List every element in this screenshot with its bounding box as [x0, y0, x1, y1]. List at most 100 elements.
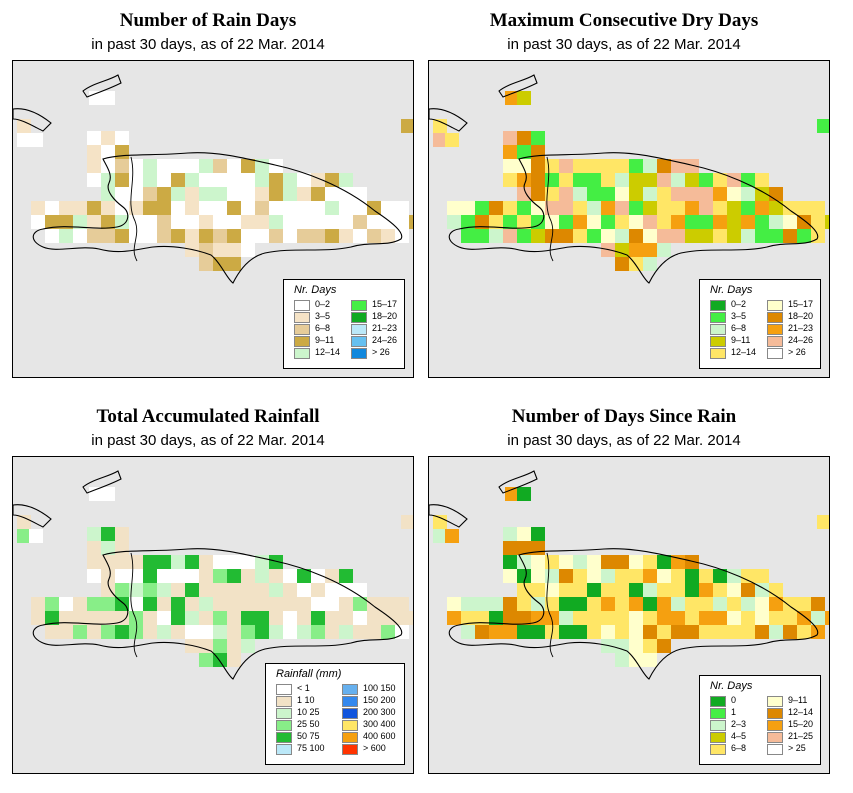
grid-cell: [325, 215, 339, 229]
grid-cell: [311, 583, 325, 597]
grid-cell: [171, 625, 185, 639]
grid-cell: [283, 215, 297, 229]
grid-cell: [325, 187, 339, 201]
grid-cell: [59, 215, 73, 229]
grid-cell: [797, 611, 811, 625]
grid-cell: [101, 597, 115, 611]
legend-swatch: [294, 348, 310, 359]
grid-cell: [367, 215, 381, 229]
grid-cell: [573, 173, 587, 187]
grid-cell: [255, 215, 269, 229]
grid-cell: [629, 173, 643, 187]
grid-cell: [517, 611, 531, 625]
grid-cell: [769, 583, 783, 597]
grid-cell: [629, 187, 643, 201]
legend-swatch: [294, 300, 310, 311]
grid-cell: [657, 159, 671, 173]
grid-cell: [503, 597, 517, 611]
grid-cell: [503, 611, 517, 625]
grid-cell: [199, 597, 213, 611]
grid-cell: [671, 187, 685, 201]
legend-title: Nr. Days: [294, 284, 337, 296]
grid-cell: [101, 159, 115, 173]
coastline: [429, 504, 468, 528]
legend-label: 1: [731, 707, 737, 717]
grid-cell: [643, 569, 657, 583]
grid-cell: [559, 611, 573, 625]
grid-cell: [545, 159, 559, 173]
grid-cell: [199, 639, 213, 653]
country-border: [130, 552, 138, 658]
grid-cell: [783, 625, 797, 639]
grid-cell: [685, 597, 699, 611]
grid-cell: [269, 187, 283, 201]
legend-swatch: [767, 348, 783, 359]
grid-cell: [671, 625, 685, 639]
grid-cell: [601, 159, 615, 173]
grid-cell: [283, 569, 297, 583]
grid-cell: [297, 569, 311, 583]
grid-cell: [255, 201, 269, 215]
legend-label: 6–8: [731, 323, 747, 333]
grid-cell: [671, 229, 685, 243]
grid-cell: [87, 597, 101, 611]
legend-title: Nr. Days: [710, 680, 753, 692]
grid-cell: [115, 201, 129, 215]
grid-cell: [517, 541, 531, 555]
grid-cell: [503, 131, 517, 145]
grid-cell: [741, 229, 755, 243]
grid-cell: [255, 625, 269, 639]
grid-cell: [101, 229, 115, 243]
grid-cell: [545, 187, 559, 201]
grid-cell: [241, 583, 255, 597]
grid-cell: [643, 257, 657, 271]
grid-cell: [101, 145, 115, 159]
grid-cell: [339, 597, 353, 611]
grid-cell: [587, 555, 601, 569]
grid-cell: [413, 515, 414, 529]
panel-title: Maximum Consecutive Dry Days: [489, 10, 759, 31]
grid-cell: [185, 215, 199, 229]
grid-cell: [101, 555, 115, 569]
legend-swatch: [710, 720, 726, 731]
grid-cell: [269, 625, 283, 639]
legend-label: 6–8: [315, 323, 331, 333]
grid-cell: [283, 597, 297, 611]
legend-label: 100 150: [363, 683, 396, 693]
grid-cell: [741, 215, 755, 229]
grid-cell: [115, 527, 129, 541]
legend-label: 0: [731, 695, 737, 705]
coastline: [498, 470, 538, 494]
legend-label: 15–20: [788, 719, 814, 729]
grid-cell: [685, 625, 699, 639]
grid-cell: [227, 611, 241, 625]
grid-cell: [353, 597, 367, 611]
grid-cell: [699, 625, 713, 639]
grid-cell: [615, 555, 629, 569]
grid-cell: [381, 201, 395, 215]
grid-cell: [461, 597, 475, 611]
grid-cell: [503, 173, 517, 187]
grid-cell: [615, 625, 629, 639]
grid-cell: [297, 173, 311, 187]
panel-subtitle: in past 30 days, as of 22 Mar. 2014: [507, 432, 741, 449]
grid-cell: [87, 173, 101, 187]
grid-cell: [101, 187, 115, 201]
grid-cell: [601, 611, 615, 625]
grid-cell: [685, 555, 699, 569]
grid-cell: [311, 187, 325, 201]
grid-cell: [325, 597, 339, 611]
grid-cell: [671, 215, 685, 229]
legend-swatch: [767, 708, 783, 719]
grid-cell: [685, 201, 699, 215]
grid-cell: [171, 555, 185, 569]
grid-cell: [615, 653, 629, 667]
grid-cell: [433, 515, 447, 529]
grid-cell: [531, 215, 545, 229]
map-rain-days: Nr. Days 0–2 3–5 6–8 9–11 12–14 15–17 18–20 21–2…: [12, 60, 414, 378]
grid-cell: [829, 515, 830, 529]
grid-cell: [545, 555, 559, 569]
grid-cell: [325, 611, 339, 625]
grid-cell: [447, 611, 461, 625]
grid-cell: [59, 611, 73, 625]
